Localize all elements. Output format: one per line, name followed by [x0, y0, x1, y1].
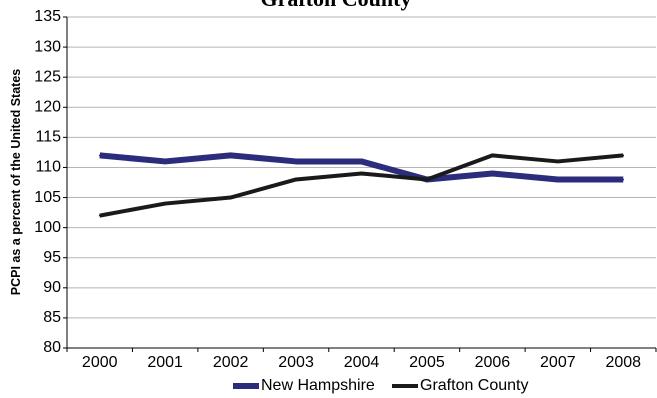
data-point-grafton-county: [295, 178, 297, 181]
y-tick-label: 110: [35, 159, 61, 176]
data-point-grafton-county: [557, 160, 559, 163]
y-tick-label: 85: [43, 309, 61, 326]
x-tick-label: 2000: [82, 354, 118, 371]
x-tick-label: 2006: [475, 354, 511, 371]
data-point-grafton-county: [426, 178, 428, 181]
y-tick-label: 125: [34, 68, 61, 85]
data-point-new-hampshire: [98, 154, 101, 157]
legend-label-new-hampshire: New Hampshire: [261, 377, 375, 394]
x-tick-label: 2003: [278, 354, 314, 371]
x-tick-label: 2007: [540, 354, 576, 371]
legend-label-grafton-county: Grafton County: [420, 377, 529, 394]
data-point-grafton-county: [491, 154, 494, 157]
data-point-new-hampshire: [164, 160, 166, 163]
data-point-grafton-county: [622, 154, 625, 157]
data-point-grafton-county: [360, 172, 363, 175]
data-point-grafton-county: [98, 214, 101, 217]
x-tick-label: 2002: [213, 354, 249, 371]
x-tick-label: 2001: [147, 354, 183, 371]
axes: [66, 17, 656, 349]
legend: New Hampshire Grafton County: [233, 377, 529, 394]
y-tick-label: 135: [34, 8, 61, 25]
series-lines: [98, 152, 625, 218]
data-point-grafton-county: [229, 196, 232, 199]
x-tick-label: 2005: [409, 354, 445, 371]
y-tick-label: 90: [43, 279, 61, 296]
data-point-new-hampshire: [622, 178, 625, 181]
x-tick-labels: 2000 2001 2002 2003 2004 2005 2006 2007 2008: [66, 348, 657, 371]
y-tick-label: 100: [34, 219, 61, 236]
x-tick-label: 2008: [605, 354, 641, 371]
data-point-grafton-county: [164, 202, 166, 205]
data-point-new-hampshire: [295, 160, 297, 163]
data-point-new-hampshire: [360, 160, 363, 163]
x-tick-label: 2004: [344, 354, 380, 371]
y-tick-labels: 80 85 90 95 100 105 110 115 120 125 130 135: [34, 8, 67, 356]
data-point-new-hampshire: [491, 172, 494, 175]
y-tick-label: 130: [34, 38, 61, 55]
y-axis-title: PCPI as a percent of the United States: [9, 69, 23, 295]
y-tick-label: 120: [34, 98, 61, 115]
y-tick-label: 115: [35, 129, 61, 146]
y-tick-label: 80: [43, 339, 61, 356]
data-point-new-hampshire: [557, 178, 559, 181]
y-tick-label: 95: [43, 249, 61, 266]
data-point-new-hampshire: [229, 154, 232, 157]
chart-title: Grafton County: [261, 0, 412, 11]
y-tick-label: 105: [34, 189, 61, 206]
gridlines: [67, 16, 656, 319]
